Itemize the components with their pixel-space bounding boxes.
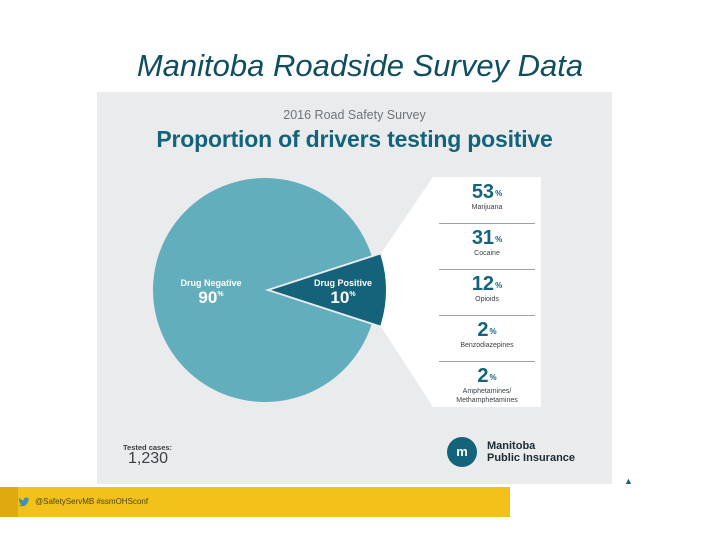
breakdown-value: 53% <box>471 181 503 203</box>
breakdown-label: Opioids <box>475 296 499 303</box>
breakdown-label: Benzodiazepines <box>460 342 514 349</box>
breakdown-label: Cocaine <box>474 250 500 257</box>
breakdown-item: 31% Cocaine <box>433 227 541 258</box>
mpi-logo-icon: m <box>447 437 477 467</box>
tested-cases-value: 1,230 <box>128 450 169 467</box>
breakdown-label: Amphetamines/Methamphetamines <box>456 388 518 404</box>
breakdown-item: 2% Amphetamines/Methamphetamines <box>433 365 541 405</box>
mpi-logo-line2: Public Insurance <box>487 452 576 464</box>
slide-title: Manitoba Roadside Survey Data <box>136 48 584 83</box>
breakdown-item: 2% Benzodiazepines <box>433 319 541 350</box>
survey-heading: Proportion of drivers testing positive <box>156 126 553 152</box>
footer-accent <box>0 487 18 517</box>
twitter-icon[interactable] <box>18 496 30 508</box>
breakdown-divider <box>439 361 535 362</box>
survey-subtitle: 2016 Road Safety Survey <box>283 108 426 122</box>
footer-bar <box>0 487 510 517</box>
slice-label-drug-positive: Drug Positive <box>314 278 372 288</box>
pie-slice-drug-negative <box>153 178 372 403</box>
mpi-logo-line1: Manitoba <box>487 440 536 452</box>
breakdown-divider <box>439 223 535 224</box>
mpi-logo-text: Manitoba Public Insurance <box>487 440 575 464</box>
breakdown-value: 2% <box>477 365 497 387</box>
breakdown-divider <box>439 269 535 270</box>
breakdown-value: 2% <box>477 319 497 341</box>
breakdown-value: 31% <box>471 227 503 249</box>
breakdown-divider <box>439 315 535 316</box>
breakdown-list: 53% Marijuana 31% Cocaine 12% Opioids 2% Benzod… <box>433 177 541 407</box>
tested-cases-label: Tested cases: <box>123 443 173 452</box>
slice-label-drug-negative: Drug Negative <box>180 278 241 288</box>
corner-mark: ▲ <box>624 476 633 486</box>
callout-connector <box>380 177 433 407</box>
slice-value-drug-positive: 10% <box>330 288 356 307</box>
pie-slice-drug-positive <box>271 254 386 326</box>
breakdown-item: 53% Marijuana <box>433 181 541 212</box>
breakdown-value: 12% <box>471 273 503 295</box>
breakdown-label: Marijuana <box>471 204 503 211</box>
breakdown-item: 12% Opioids <box>433 273 541 304</box>
slice-value-drug-negative: 90% <box>198 288 224 307</box>
footer-hashtag-text: @SafetyServMB #ssmOHSconf <box>35 497 149 506</box>
